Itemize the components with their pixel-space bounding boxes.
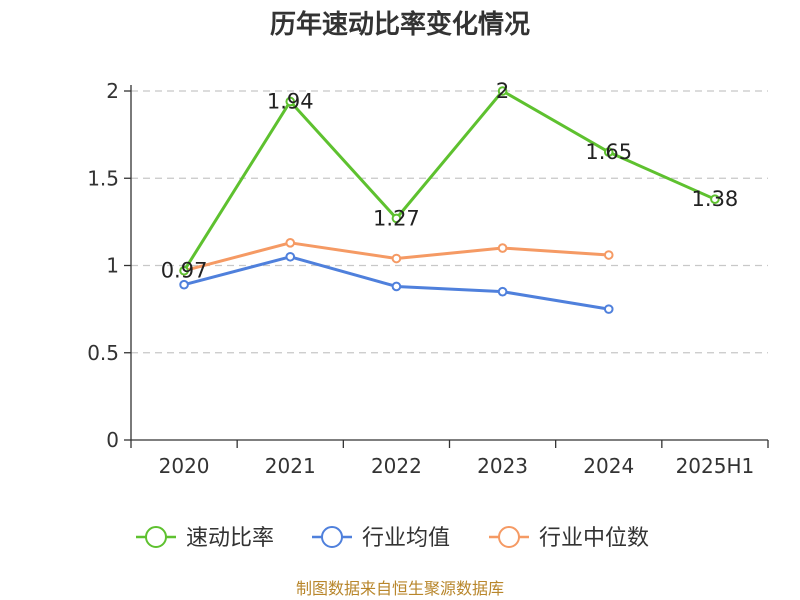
series-2 <box>179 251 614 314</box>
data-labels: 0.97 1.94 1.27 2 1.65 1.38 <box>161 79 739 283</box>
data-label: 1.94 <box>267 89 314 113</box>
legend-marker <box>498 526 520 548</box>
legend-item: 速动比率 <box>136 526 274 551</box>
data-point <box>603 147 614 157</box>
data-point <box>497 243 508 253</box>
grid <box>131 90 768 354</box>
y-tick-label: 0 <box>106 428 119 452</box>
y-tick-label: 0.5 <box>87 341 119 365</box>
data-point <box>710 194 720 204</box>
y-tick-label: 1.5 <box>87 166 119 190</box>
data-point <box>285 96 296 107</box>
data-point <box>603 250 614 260</box>
data-point <box>497 286 508 297</box>
source-note: 制图数据来自恒生聚源数据库 <box>296 579 504 598</box>
x-tick-label: 2023 <box>477 454 528 478</box>
data-point <box>285 251 296 262</box>
data-label: 1.27 <box>373 206 420 230</box>
legend-label: 速动比率 <box>186 526 274 551</box>
x-tick-label: 2024 <box>583 454 634 478</box>
x-tick-label: 2022 <box>371 454 422 478</box>
legend-label: 行业均值 <box>362 526 450 551</box>
data-label: 1.38 <box>692 187 739 211</box>
x-tick-label: 2025H1 <box>676 454 755 478</box>
data-point <box>179 279 189 290</box>
data-point <box>179 265 189 276</box>
data-point <box>497 86 508 96</box>
x-tick-label: 2021 <box>265 454 316 478</box>
series-line <box>182 89 716 272</box>
x-tick-label: 2020 <box>159 454 210 478</box>
series-1 <box>179 86 720 276</box>
legend-item: 行业中位数 <box>489 526 649 551</box>
data-point <box>285 238 296 248</box>
axes: 0 0.5 1 1.5 2 2020 2021 2022 2023 2024 2025H1 <box>87 79 769 478</box>
legend-item: 行业均值 <box>312 526 450 551</box>
data-label: 0.97 <box>161 259 208 283</box>
chart-title: 历年速动比率变化情况 <box>270 9 530 40</box>
series-layer <box>179 86 720 314</box>
legend-label: 行业中位数 <box>539 526 649 551</box>
data-point <box>603 304 614 314</box>
legend-marker <box>321 526 343 548</box>
legend: 速动比率 行业均值 行业中位数 <box>136 526 649 551</box>
data-point <box>391 281 402 292</box>
legend-marker <box>145 526 167 548</box>
y-tick-label: 2 <box>106 79 119 103</box>
data-label: 1.65 <box>585 140 632 164</box>
data-point <box>391 213 402 224</box>
data-point <box>391 253 402 264</box>
data-label: 2 <box>496 79 509 103</box>
y-tick-label: 1 <box>106 254 119 278</box>
